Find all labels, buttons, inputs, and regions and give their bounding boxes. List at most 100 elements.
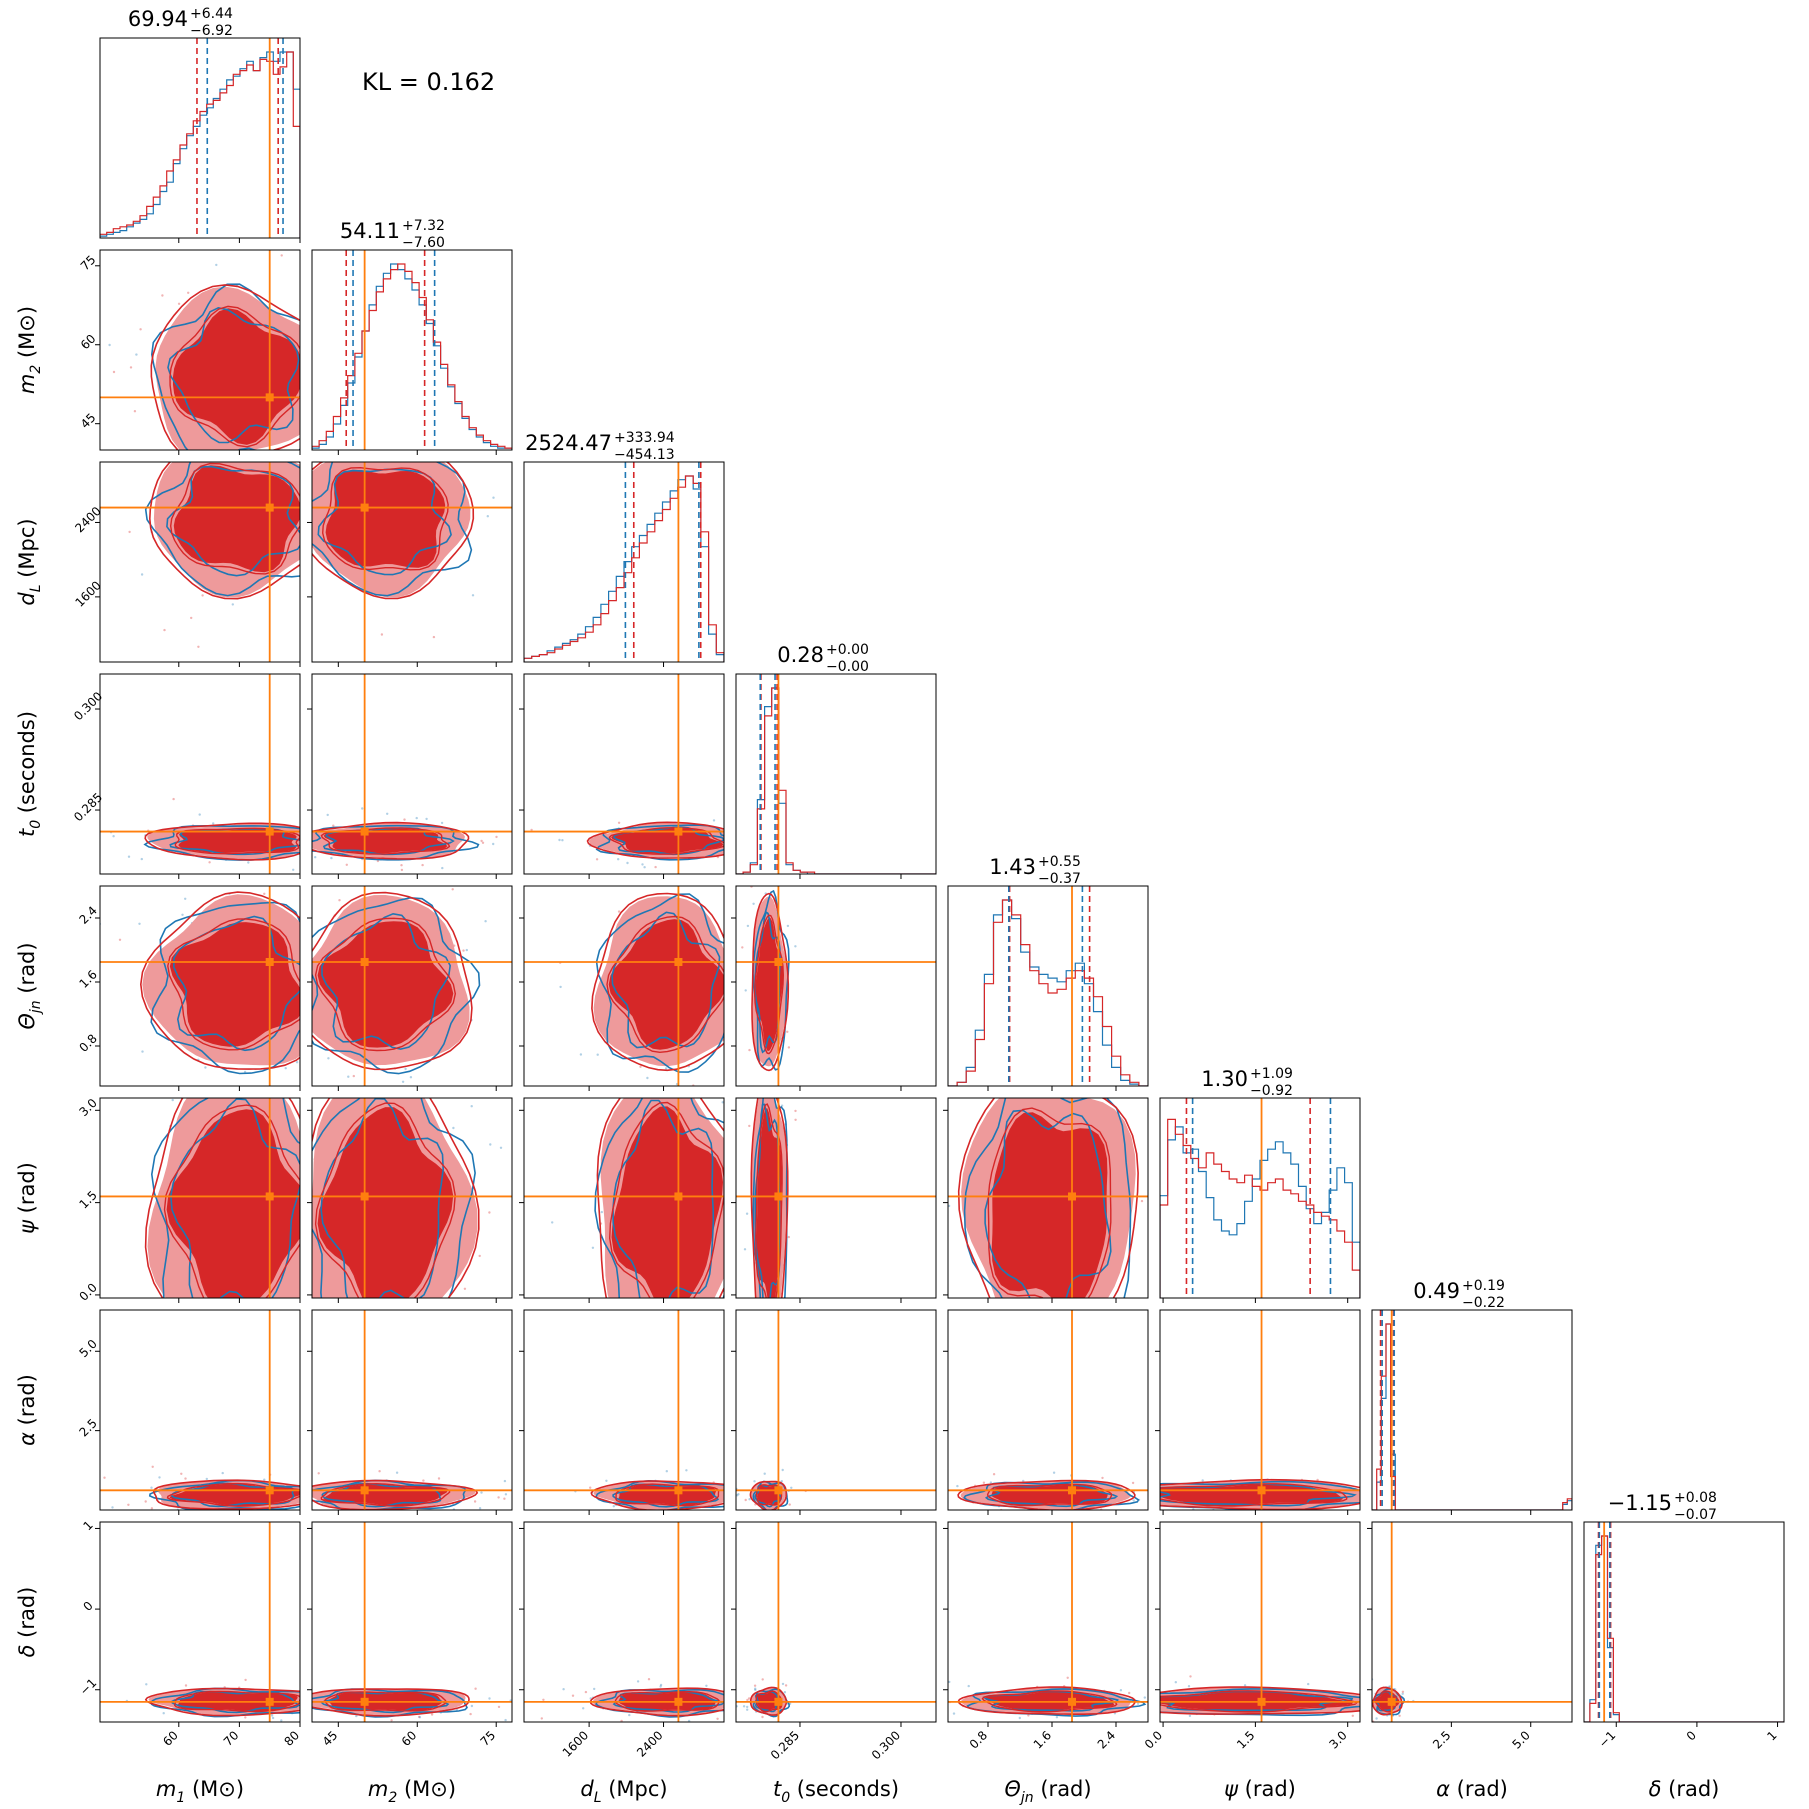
sample-point — [753, 1684, 757, 1687]
sample-point — [1506, 1693, 1508, 1695]
sample-point — [154, 1346, 156, 1348]
sample-point — [639, 1074, 641, 1076]
sample-point — [313, 453, 315, 455]
sample-point — [305, 1488, 307, 1490]
sample-point — [327, 371, 329, 373]
sample-point — [227, 1303, 229, 1305]
sample-point — [478, 1254, 481, 1258]
sample-point — [175, 577, 177, 579]
panel-content — [948, 1522, 1148, 1722]
contour-fill-inner — [325, 469, 446, 568]
contour-line-series-b — [321, 912, 452, 1050]
panel-content — [312, 1034, 512, 1306]
sample-point — [198, 813, 201, 816]
sample-point — [958, 1519, 960, 1521]
sample-point — [327, 1057, 330, 1060]
sample-point — [326, 813, 329, 817]
sample-point — [631, 1389, 633, 1391]
sample-point — [748, 1124, 751, 1128]
sample-point — [263, 1478, 266, 1481]
title-upper-error: +0.00 — [826, 642, 869, 658]
sample-point — [480, 1491, 483, 1494]
contour-line-series-b — [167, 306, 300, 444]
sample-point — [559, 985, 562, 989]
contour-line-series-a — [312, 1688, 470, 1717]
sample-point — [1142, 1487, 1144, 1489]
sample-point — [473, 1034, 475, 1036]
panel-alpha-vs-psi — [1142, 1309, 1361, 1515]
sample-point — [1063, 1360, 1065, 1362]
sample-point — [319, 1064, 321, 1066]
sample-point — [1120, 1342, 1122, 1344]
sample-point — [1140, 1199, 1144, 1203]
sample-point — [1052, 1471, 1056, 1474]
sample-point — [184, 1684, 188, 1687]
sample-point — [1018, 1716, 1021, 1720]
axis-label-unit: (rad) — [1238, 1777, 1296, 1801]
panel-content — [736, 1522, 936, 1722]
contour-line-series-a — [139, 891, 300, 1070]
sample-point — [612, 1505, 615, 1508]
sample-point — [205, 1477, 208, 1481]
sample-point — [644, 880, 646, 882]
x-axis-label-psi: ψ (rad) — [1224, 1777, 1296, 1801]
sample-point — [118, 441, 120, 443]
panel-psi-vs-m2 — [307, 1034, 513, 1306]
sample-point — [1027, 1714, 1030, 1717]
sample-point — [1142, 1688, 1144, 1690]
axis-label-subscript: 2 — [28, 365, 44, 374]
sample-point — [481, 841, 485, 844]
sample-point — [752, 902, 755, 905]
panel-content — [100, 38, 300, 238]
panel-theta_jn-vs-m1: 0.8 1.6 2.4 — [76, 828, 321, 1091]
panel-delta-vs-dL: 1600 2400 — [519, 1521, 732, 1760]
panel-frame — [947, 1097, 1149, 1299]
sample-point — [286, 1687, 288, 1689]
contour-line-series-b — [312, 1688, 468, 1718]
sample-point — [96, 828, 98, 830]
sample-point — [690, 1307, 692, 1309]
x-tick-label: 1 — [1764, 1728, 1779, 1743]
sample-point — [737, 1271, 739, 1273]
sample-point — [497, 1705, 501, 1709]
panel-content — [100, 1052, 302, 1348]
panel-frame — [311, 673, 513, 875]
sample-point — [300, 1312, 302, 1314]
sample-point — [865, 1246, 867, 1248]
panel-content — [1372, 1310, 1572, 1510]
marginal-title-psi: 1.30 +1.09−0.92 — [1201, 1066, 1293, 1099]
sample-point — [306, 1712, 308, 1714]
sample-point — [1388, 1685, 1392, 1688]
sample-point — [317, 452, 319, 454]
panel-content — [100, 1310, 300, 1510]
sample-point — [786, 924, 790, 928]
sample-point — [162, 466, 164, 468]
sample-point — [347, 1075, 350, 1078]
sample-point — [787, 1363, 789, 1365]
panel-content — [1584, 1522, 1784, 1722]
truth-marker — [774, 1697, 783, 1706]
sample-point — [329, 455, 331, 457]
title-lower-error: −7.60 — [402, 235, 445, 251]
sample-point — [730, 1700, 732, 1702]
sample-point — [338, 820, 340, 822]
sample-point — [743, 1505, 745, 1507]
sample-point — [712, 819, 716, 822]
contour-line-series-a — [314, 1102, 456, 1298]
panel-frame — [99, 885, 301, 1087]
sample-point — [1157, 1691, 1159, 1693]
sample-point — [749, 1028, 751, 1030]
sample-point — [617, 910, 621, 913]
axis-label-symbol: t — [773, 1777, 782, 1801]
contour-line-series-a — [608, 827, 724, 855]
sample-point — [504, 1493, 508, 1496]
sample-point — [584, 1690, 588, 1694]
sample-point — [399, 1304, 401, 1306]
sample-point — [787, 1046, 791, 1049]
sample-point — [131, 1052, 133, 1054]
panel-psi-vs-theta_jn — [865, 1076, 1149, 1362]
sample-point — [330, 856, 333, 860]
sample-point — [994, 1076, 996, 1078]
sample-point — [489, 1143, 492, 1146]
sample-point — [786, 1030, 789, 1034]
